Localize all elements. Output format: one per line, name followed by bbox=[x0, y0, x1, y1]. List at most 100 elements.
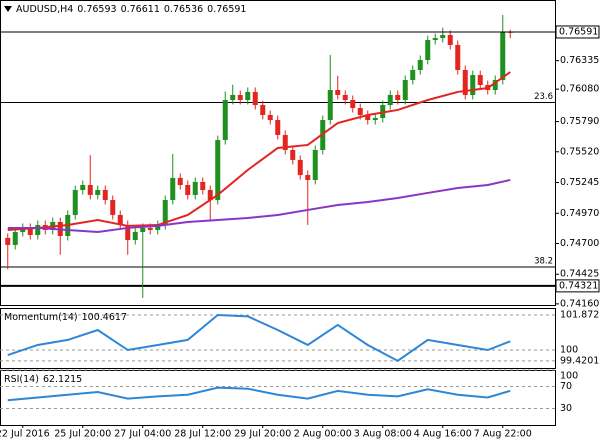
candle-body bbox=[155, 225, 161, 230]
moving-average bbox=[7, 178, 511, 233]
last-open: 0.76593 bbox=[77, 4, 116, 15]
x-tick-label: 4 Aug 16:00 bbox=[414, 429, 472, 440]
candle-body bbox=[312, 149, 318, 180]
candle-body bbox=[455, 44, 461, 71]
indicator-frame bbox=[0, 308, 556, 369]
candle-body bbox=[185, 184, 191, 195]
candle-body bbox=[230, 94, 236, 100]
indicator-tick-label: 101.8726 bbox=[560, 309, 600, 320]
last-low: 0.76536 bbox=[164, 4, 203, 15]
y-tick-label: 0.75245 bbox=[560, 177, 599, 188]
candle-body bbox=[357, 108, 363, 115]
candle-body bbox=[410, 70, 416, 80]
candle-body bbox=[125, 225, 131, 241]
indicator-frame bbox=[0, 370, 556, 426]
candle-body bbox=[492, 79, 498, 91]
candle-body bbox=[170, 177, 176, 200]
x-tick-label: 7 Aug 22:00 bbox=[474, 429, 532, 440]
candle-body bbox=[350, 99, 356, 109]
candle-body bbox=[290, 149, 296, 160]
main-frame bbox=[0, 0, 556, 306]
candle-body bbox=[177, 177, 183, 185]
y-tick-label: 0.74425 bbox=[560, 269, 599, 280]
y-tick-label: 0.75520 bbox=[560, 146, 599, 157]
candle-body bbox=[87, 184, 93, 195]
candle-body bbox=[327, 90, 333, 121]
candle-body bbox=[12, 231, 18, 245]
candle-body bbox=[275, 120, 281, 135]
candle-body bbox=[252, 91, 258, 106]
y-tick-label: 0.74160 bbox=[560, 298, 599, 309]
candle-body bbox=[5, 237, 11, 245]
candle-body bbox=[260, 105, 266, 115]
fib-label: 38.2 bbox=[534, 256, 553, 266]
candle-body bbox=[432, 38, 438, 41]
candle-body bbox=[297, 159, 303, 176]
candle-body bbox=[140, 227, 146, 232]
indicator-tick-label: 100 bbox=[560, 345, 578, 356]
y-tick-label: 0.75790 bbox=[560, 116, 599, 127]
x-tick-label: 28 Jul 12:00 bbox=[174, 429, 231, 440]
candle-body bbox=[147, 227, 153, 230]
candle-body bbox=[117, 214, 123, 226]
y-tick-label: 0.76335 bbox=[560, 55, 599, 66]
candle-body bbox=[447, 35, 453, 45]
candle-body bbox=[477, 75, 483, 86]
candle-body bbox=[395, 94, 401, 100]
x-tick-label: 3 Aug 08:00 bbox=[354, 429, 412, 440]
y-tick-label: 0.74700 bbox=[560, 238, 599, 249]
candle-body bbox=[95, 190, 101, 195]
candle-body bbox=[80, 184, 86, 191]
symbol: AUDUSD,H4 bbox=[16, 4, 73, 15]
last-high: 0.76611 bbox=[121, 4, 160, 15]
indicator-tick-label: 30 bbox=[560, 403, 572, 414]
indicator-line bbox=[7, 313, 511, 363]
candle-body bbox=[215, 140, 221, 200]
candle-body bbox=[335, 90, 341, 95]
support-label: 0.74321 bbox=[559, 280, 598, 291]
current-price-box bbox=[555, 25, 600, 39]
indicator-tick-label: 99.4201 bbox=[560, 355, 599, 366]
indicator-tick-label: 100 bbox=[560, 371, 578, 382]
support-box bbox=[555, 279, 600, 293]
indicator-title: RSI(14) 62.1215 bbox=[4, 374, 82, 385]
candle-body bbox=[110, 199, 116, 215]
indicator-title: Momentum(14) 100.4617 bbox=[4, 312, 127, 323]
candle-body bbox=[222, 99, 228, 141]
candle-body bbox=[200, 181, 206, 191]
indicator-value: 62.1215 bbox=[43, 374, 82, 385]
x-tick-label: 22 Jul 2016 bbox=[0, 429, 50, 440]
moving-average bbox=[7, 71, 511, 231]
candle-body bbox=[245, 91, 251, 100]
candle-body bbox=[102, 190, 108, 200]
y-tick-label: 0.74970 bbox=[560, 208, 599, 219]
candle-body bbox=[462, 70, 468, 95]
x-tick-label: 27 Jul 04:00 bbox=[114, 429, 171, 440]
candle-body bbox=[132, 231, 138, 241]
candle-body bbox=[35, 225, 41, 235]
candle-body bbox=[372, 117, 378, 121]
candle-body bbox=[440, 35, 446, 39]
candle-body bbox=[417, 59, 423, 71]
candle-body bbox=[500, 31, 506, 80]
candle-body bbox=[20, 227, 26, 232]
indicator-value: 100.4617 bbox=[82, 312, 127, 323]
candle-body bbox=[237, 94, 243, 100]
candle-body bbox=[267, 114, 273, 121]
chart-header: AUDUSD,H4 0.76593 0.76611 0.76536 0.76591 bbox=[16, 4, 246, 15]
indicator-name: Momentum(14) bbox=[4, 312, 78, 323]
candle-body bbox=[207, 190, 213, 200]
candle-body bbox=[402, 79, 408, 100]
candle-body bbox=[192, 181, 198, 195]
indicator-name: RSI(14) bbox=[4, 374, 39, 385]
candle-body bbox=[305, 175, 311, 180]
candle-body bbox=[342, 94, 348, 100]
menu-triangle bbox=[4, 6, 12, 12]
current-price-label: 0.76591 bbox=[559, 26, 598, 37]
candle-body bbox=[27, 227, 33, 235]
x-tick-label: 29 Jul 20:00 bbox=[234, 429, 291, 440]
x-tick-label: 25 Jul 20:00 bbox=[54, 429, 111, 440]
candle-body bbox=[282, 134, 288, 150]
indicator-line bbox=[7, 386, 511, 402]
